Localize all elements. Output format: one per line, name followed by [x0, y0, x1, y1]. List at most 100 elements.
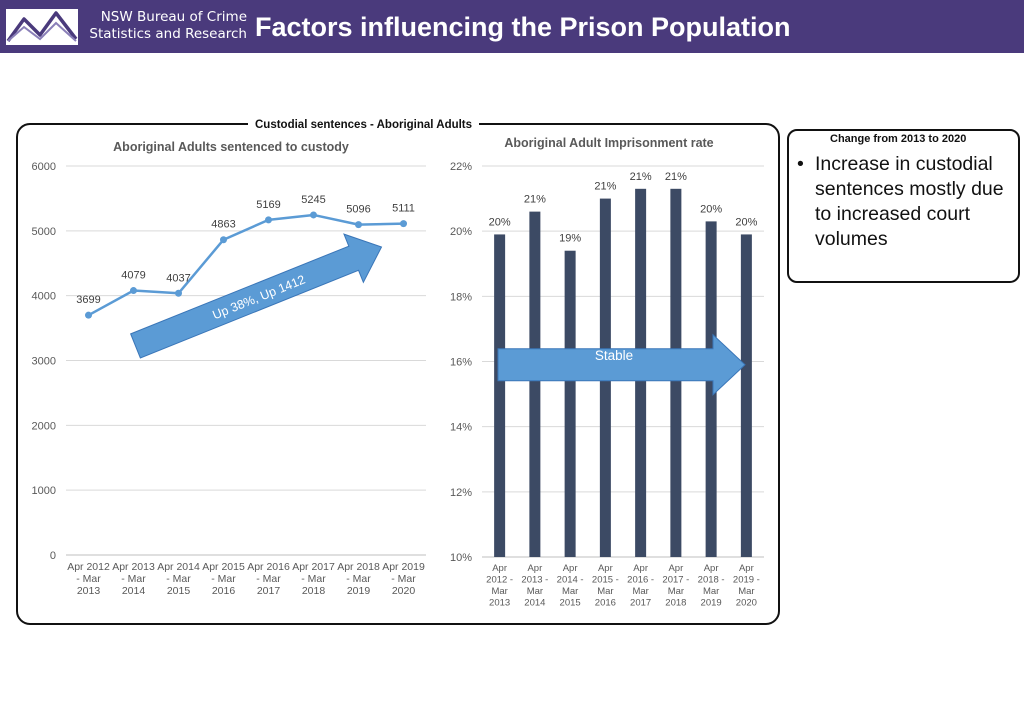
bar-chart-x-tick: 2013 - [521, 575, 548, 586]
line-chart-x-tick: 2017 [257, 585, 281, 597]
line-chart-y-tick: 0 [50, 550, 56, 562]
bar-chart-x-tick: 2015 - [592, 575, 619, 586]
line-chart-x-tick: Apr 2019 [382, 561, 425, 573]
bar-chart-x-tick: 2017 - [662, 575, 689, 586]
line-chart-x-tick: 2016 [212, 585, 236, 597]
bar-chart-y-tick: 22% [450, 161, 472, 173]
bar-chart-x-tick: Apr [739, 563, 754, 574]
bar [705, 221, 717, 557]
line-point [130, 287, 137, 295]
bar-chart-x-tick: 2018 [665, 598, 686, 609]
notes-title: Change from 2013 to 2020 [822, 131, 975, 148]
bar [564, 250, 576, 557]
line-chart-x-tick: - Mar [211, 573, 236, 585]
stable-arrow-label: Stable [595, 348, 633, 363]
bar-chart-x-tick: Apr [704, 563, 719, 574]
line-chart-x-tick: 2018 [302, 585, 326, 597]
line-chart-y-tick: 2000 [32, 420, 56, 432]
bar-chart-x-tick: 2016 - [627, 575, 654, 586]
line-data-label: 5169 [256, 199, 280, 211]
bar-data-label: 20% [700, 203, 722, 215]
notes-bullet: Increase in custodial sentences mostly d… [797, 152, 1015, 252]
notes-box [787, 129, 1020, 283]
line-chart-x-tick: - Mar [76, 573, 101, 585]
line-chart-x-tick: - Mar [301, 573, 326, 585]
line-chart-title: Aboriginal Adults sentenced to custody [113, 140, 349, 154]
bar-chart-x-tick: Mar [703, 586, 719, 597]
bar-data-label: 21% [594, 181, 616, 193]
bar-chart-x-tick: Apr [598, 563, 613, 574]
org-line-2: Statistics and Research [89, 25, 247, 42]
line-chart-x-tick: Apr 2016 [247, 561, 290, 573]
bar-chart-x-tick: Mar [597, 586, 613, 597]
bar-chart-x-tick: Mar [491, 586, 507, 597]
bar-chart-x-tick: Apr [492, 563, 507, 574]
bar-chart-x-tick: Apr [668, 563, 683, 574]
bar-chart-x-tick: Apr [527, 563, 542, 574]
bar-chart-x-tick: 2012 - [486, 575, 513, 586]
line-chart-x-tick: Apr 2017 [292, 561, 335, 573]
line-point [310, 211, 317, 219]
bar-chart-y-tick: 14% [450, 422, 472, 434]
line-chart-x-tick: - Mar [121, 573, 146, 585]
bar [529, 211, 541, 557]
trend-arrow-up: Up 38%, Up 1412 [130, 233, 383, 359]
header-bar: NSW Bureau of Crime Statistics and Resea… [0, 0, 1024, 53]
bar-chart-title: Aboriginal Adult Imprisonment rate [504, 136, 713, 150]
line-chart-x-tick: Apr 2013 [112, 561, 155, 573]
bar-chart-x-tick: 2013 [489, 598, 510, 609]
org-line-1: NSW Bureau of Crime [100, 9, 247, 25]
bar-chart-x-tick: 2019 - [733, 575, 760, 586]
bar-data-label: 21% [524, 194, 546, 206]
bar-data-label: 21% [630, 171, 652, 183]
line-chart-x-tick: Apr 2014 [157, 561, 200, 573]
bar-data-label: 20% [489, 216, 511, 228]
line-series [87, 213, 404, 317]
organisation-name: NSW Bureau of Crime Statistics and Resea… [81, 9, 247, 42]
line-chart-x-tick: - Mar [391, 573, 416, 585]
bar-chart-x-tick: Mar [738, 586, 754, 597]
line-chart-x-tick: 2020 [392, 585, 416, 597]
notes-list: Increase in custodial sentences mostly d… [797, 152, 1015, 252]
bar-chart-x-tick: Mar [668, 586, 684, 597]
line-point [400, 220, 407, 228]
line-data-label: 5096 [346, 204, 370, 216]
line-chart-x-tick: 2019 [347, 585, 371, 597]
bar-data-label: 19% [559, 233, 581, 245]
bar-chart-y-tick: 20% [450, 226, 472, 238]
line-point [265, 216, 272, 224]
bar-chart-x-tick: 2018 - [698, 575, 725, 586]
bar-chart-x-tick: Mar [632, 586, 648, 597]
line-data-label: 3699 [76, 294, 100, 306]
line-chart-y-tick: 3000 [32, 356, 56, 368]
bar-data-label: 20% [735, 216, 757, 228]
line-data-label: 5111 [392, 203, 415, 215]
bar-data-label: 21% [665, 171, 687, 183]
bar-chart-x-tick: 2020 [736, 598, 757, 609]
trend-arrow-shape [130, 233, 383, 359]
bar-chart-y-tick: 16% [450, 357, 472, 369]
bar-chart-x-tick: Mar [562, 586, 578, 597]
bar-chart-x-tick: Mar [527, 586, 543, 597]
line-chart-x-tick: - Mar [166, 573, 191, 585]
bar-chart-y-tick: 10% [450, 552, 472, 564]
line-chart-x-tick: 2015 [167, 585, 191, 597]
bocsar-logo-icon [6, 9, 78, 45]
bar-chart-x-tick: 2016 [595, 598, 616, 609]
bar [494, 234, 506, 558]
line-chart-x-tick: Apr 2015 [202, 561, 245, 573]
bar-chart-x-tick: 2019 [701, 598, 722, 609]
bar-chart-y-tick: 12% [450, 487, 472, 499]
line-point [355, 221, 362, 229]
line-chart-x-tick: 2013 [77, 585, 101, 597]
line-chart-x-tick: - Mar [346, 573, 371, 585]
line-point [175, 289, 182, 297]
panel-title: Custodial sentences - Aboriginal Adults [248, 116, 480, 134]
line-point [220, 236, 227, 244]
stable-arrow: Stable [497, 333, 746, 396]
line-chart-x-tick: 2014 [122, 585, 146, 597]
line-data-label: 4037 [166, 272, 190, 284]
line-chart-y-tick: 6000 [32, 161, 56, 173]
bar-chart-x-tick: 2017 [630, 598, 651, 609]
